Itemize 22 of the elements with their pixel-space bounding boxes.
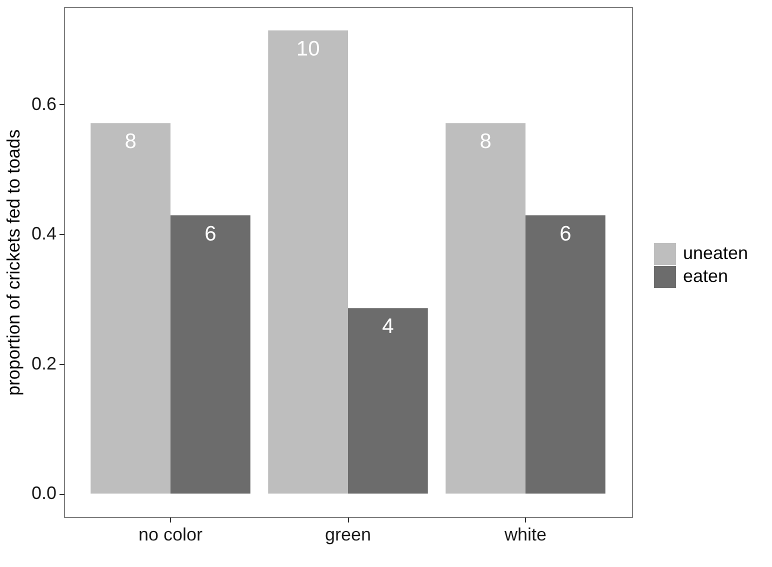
y-axis-title: proportion of crickets fed to toads bbox=[3, 129, 24, 396]
annotation: 6 bbox=[560, 222, 572, 246]
y-tick-label: 0.2 bbox=[31, 353, 56, 374]
bar bbox=[348, 308, 428, 494]
legend-label: eaten bbox=[683, 266, 728, 286]
y-tick-label: 0.4 bbox=[31, 224, 56, 244]
bar bbox=[268, 30, 348, 494]
bar bbox=[446, 123, 526, 494]
annotation: 4 bbox=[382, 315, 394, 338]
annotation: 8 bbox=[124, 130, 136, 154]
bar bbox=[170, 215, 250, 494]
legend-label: uneaten bbox=[683, 243, 748, 263]
bar bbox=[526, 215, 606, 494]
x-tick-label: white bbox=[503, 524, 547, 544]
annotation: 10 bbox=[296, 37, 320, 60]
y-tick-label: 0.6 bbox=[31, 94, 56, 114]
x-tick-label: no color bbox=[138, 524, 203, 544]
bar bbox=[90, 123, 170, 494]
x-tick-label: green bbox=[324, 524, 372, 544]
annotation: 6 bbox=[204, 222, 216, 246]
y-tick-label: 0.0 bbox=[31, 483, 56, 504]
annotation: 8 bbox=[480, 130, 492, 154]
